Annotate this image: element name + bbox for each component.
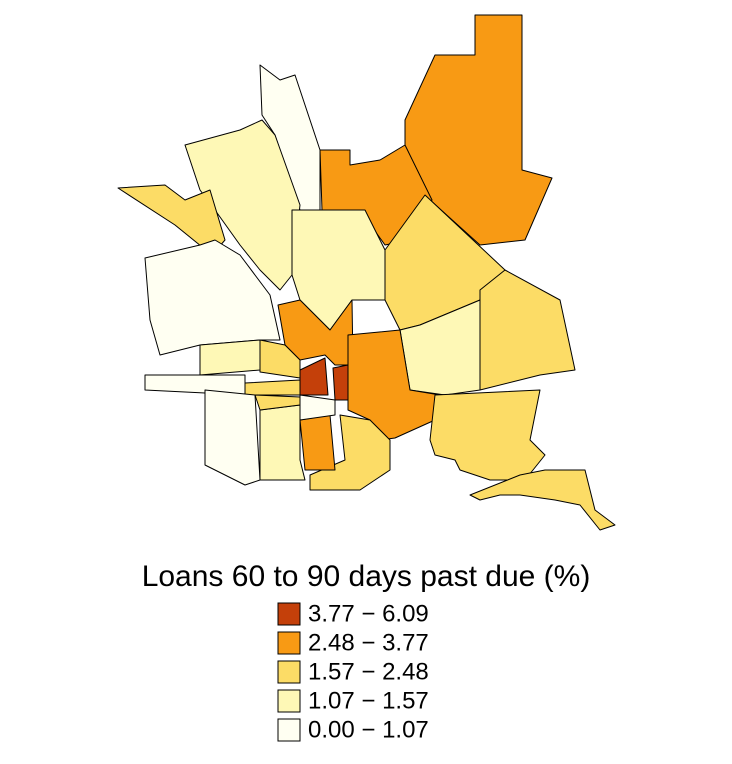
region [469,469,616,531]
region [332,364,349,401]
region [259,404,306,481]
region [259,339,301,379]
region [244,379,301,396]
legend-label: 1.07 − 1.57 [308,687,429,714]
region [117,184,226,256]
region [204,389,261,486]
region [199,339,261,376]
legend-label: 0.00 − 1.07 [308,716,429,743]
legend-label: 2.48 − 3.77 [308,629,429,656]
legend-swatch [277,718,301,742]
legend-swatch [277,660,301,684]
region [479,269,576,391]
legend-swatch [277,689,301,713]
legend-swatch [277,602,301,626]
legend-swatch [277,631,301,655]
region [429,389,546,481]
region [299,357,329,396]
legend-title: Loans 60 to 90 days past due (%) [142,560,591,593]
regions [117,14,616,531]
legend-label: 1.57 − 2.48 [308,658,429,685]
region [299,414,336,471]
legend-label: 3.77 − 6.09 [308,600,429,627]
region [347,329,441,441]
region [299,394,336,421]
region [144,239,281,356]
legend: 3.77 − 6.092.48 − 3.771.57 − 2.481.07 − … [277,600,429,743]
